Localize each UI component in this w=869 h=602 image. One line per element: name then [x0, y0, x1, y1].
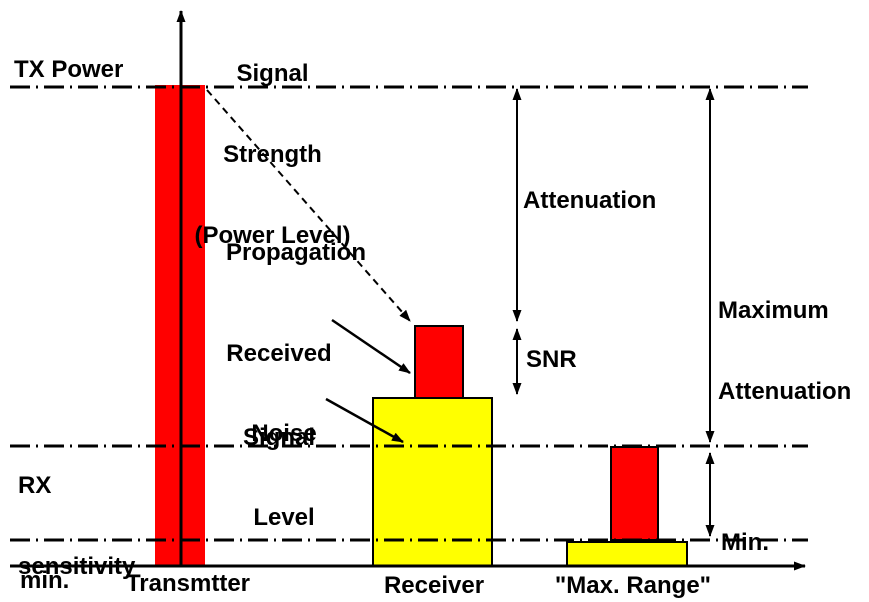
max-range-noise-bar [566, 541, 688, 567]
x-label-transmitter: Transmtter [125, 570, 251, 597]
min-snr-label: Min. SNR [721, 529, 769, 556]
noise-level-label: Noise Level [251, 420, 317, 531]
snr-label: SNR [526, 346, 577, 373]
max-range-signal-bar [610, 446, 659, 541]
x-label-receiver: Receiver [383, 572, 485, 599]
receiver-noise-bar [372, 397, 493, 567]
min-noise-level-label: min. noise level [20, 567, 70, 594]
propagation-label: Propagation [226, 239, 367, 266]
receiver-signal-bar [414, 325, 464, 399]
attenuation-label: Attenuation [523, 187, 657, 214]
maximum-attenuation-label: Maximum Attenuation [718, 297, 852, 405]
received-signal-pointer-arrow [331, 318, 411, 375]
x-label-max-range: "Max. Range" [554, 572, 712, 599]
tx-power-label: TX Power [14, 56, 124, 83]
